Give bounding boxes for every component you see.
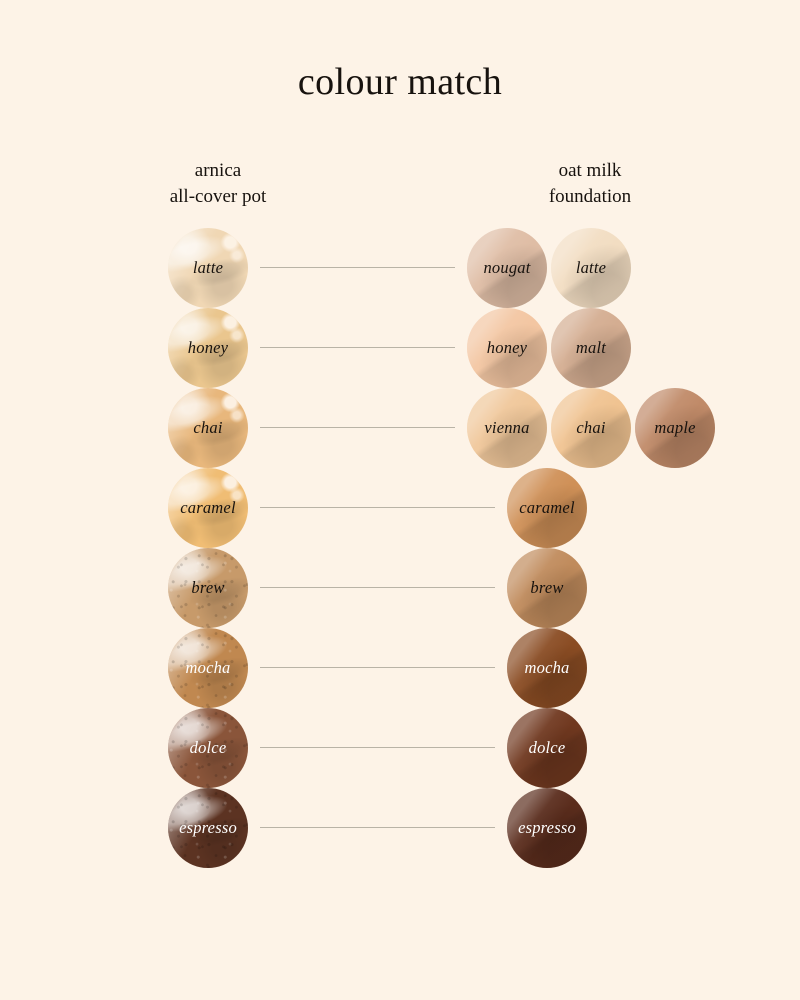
swatch-texture-icon — [168, 708, 248, 788]
swatch-speckle-icon — [168, 548, 248, 628]
match-connector-line — [260, 747, 495, 748]
match-connector-line — [260, 427, 455, 428]
swatch-sheen-icon — [507, 628, 587, 708]
match-row: latte nougat latte — [0, 228, 800, 308]
foundation-swatch-chai[interactable]: chai — [551, 388, 631, 468]
foundation-swatch-honey[interactable]: honey — [467, 308, 547, 388]
match-connector-line — [260, 667, 495, 668]
foundation-swatch-espresso[interactable]: espresso — [507, 788, 587, 868]
swatch-sheen-icon — [551, 388, 631, 468]
swatch-shadow-icon — [551, 308, 631, 388]
column-header-left-line2: all-cover pot — [169, 186, 267, 207]
foundation-swatch-malt[interactable]: malt — [551, 308, 631, 388]
swatch-shadow-icon — [551, 388, 631, 468]
match-connector-line — [260, 347, 455, 348]
column-header-left-line1: arnica — [194, 160, 242, 181]
pot-swatch-latte[interactable]: latte — [168, 228, 248, 308]
swatch-sheen-icon — [467, 388, 547, 468]
foundation-swatch-brew[interactable]: brew — [507, 548, 587, 628]
swatch-speckle-icon — [168, 388, 248, 468]
pot-swatch-brew[interactable]: brew — [168, 548, 248, 628]
page-title: colour match — [297, 61, 503, 103]
column-header-right: oat milk foundation — [500, 158, 680, 210]
shade-match-rows: latte nougat latte honey honey malt chai vienna… — [0, 228, 800, 868]
foundation-swatch-mocha[interactable]: mocha — [507, 628, 587, 708]
swatch-speckle-icon — [168, 468, 248, 548]
swatch-shadow-icon — [507, 548, 587, 628]
match-row: brew brew — [0, 548, 800, 628]
pot-swatch-caramel[interactable]: caramel — [168, 468, 248, 548]
foundation-swatch-caramel[interactable]: caramel — [507, 468, 587, 548]
match-row: dolce dolce — [0, 708, 800, 788]
swatch-sheen-icon — [507, 468, 587, 548]
swatch-sheen-icon — [507, 708, 587, 788]
swatch-speckle-icon — [168, 708, 248, 788]
swatch-texture-icon — [168, 548, 248, 628]
foundation-swatch-latte[interactable]: latte — [551, 228, 631, 308]
match-row: espresso espresso — [0, 788, 800, 868]
swatch-sheen-icon — [551, 228, 631, 308]
match-connector-line — [260, 267, 455, 268]
swatch-shadow-icon — [507, 468, 587, 548]
pot-swatch-honey[interactable]: honey — [168, 308, 248, 388]
column-header-left: arnica all-cover pot — [108, 158, 328, 210]
column-header-right-line2: foundation — [548, 186, 632, 207]
foundation-swatch-nougat[interactable]: nougat — [467, 228, 547, 308]
swatch-shadow-icon — [507, 628, 587, 708]
swatch-shadow-icon — [467, 228, 547, 308]
match-connector-line — [260, 587, 495, 588]
match-row: mocha mocha — [0, 628, 800, 708]
swatch-sheen-icon — [467, 228, 547, 308]
match-connector-line — [260, 507, 495, 508]
match-connector-line — [260, 827, 495, 828]
swatch-shadow-icon — [467, 388, 547, 468]
swatch-speckle-icon — [168, 228, 248, 308]
swatch-sheen-icon — [635, 388, 715, 468]
swatch-sheen-icon — [507, 788, 587, 868]
swatch-shadow-icon — [507, 788, 587, 868]
match-row: chai vienna chai maple — [0, 388, 800, 468]
swatch-shadow-icon — [635, 388, 715, 468]
swatch-shadow-icon — [551, 228, 631, 308]
pot-swatch-chai[interactable]: chai — [168, 388, 248, 468]
foundation-swatch-dolce[interactable]: dolce — [507, 708, 587, 788]
swatch-sheen-icon — [507, 548, 587, 628]
swatch-texture-icon — [168, 628, 248, 708]
swatch-sheen-icon — [551, 308, 631, 388]
swatch-shadow-icon — [507, 708, 587, 788]
pot-swatch-dolce[interactable]: dolce — [168, 708, 248, 788]
pot-swatch-mocha[interactable]: mocha — [168, 628, 248, 708]
match-row: honey honey malt — [0, 308, 800, 388]
match-row: caramel caramel — [0, 468, 800, 548]
pot-swatch-espresso[interactable]: espresso — [168, 788, 248, 868]
swatch-sheen-icon — [467, 308, 547, 388]
column-header-right-line1: oat milk — [558, 160, 622, 181]
swatch-speckle-icon — [168, 628, 248, 708]
swatch-texture-icon — [168, 788, 248, 868]
swatch-speckle-icon — [168, 788, 248, 868]
swatch-shadow-icon — [467, 308, 547, 388]
foundation-swatch-maple[interactable]: maple — [635, 388, 715, 468]
foundation-swatch-vienna[interactable]: vienna — [467, 388, 547, 468]
swatch-speckle-icon — [168, 308, 248, 388]
